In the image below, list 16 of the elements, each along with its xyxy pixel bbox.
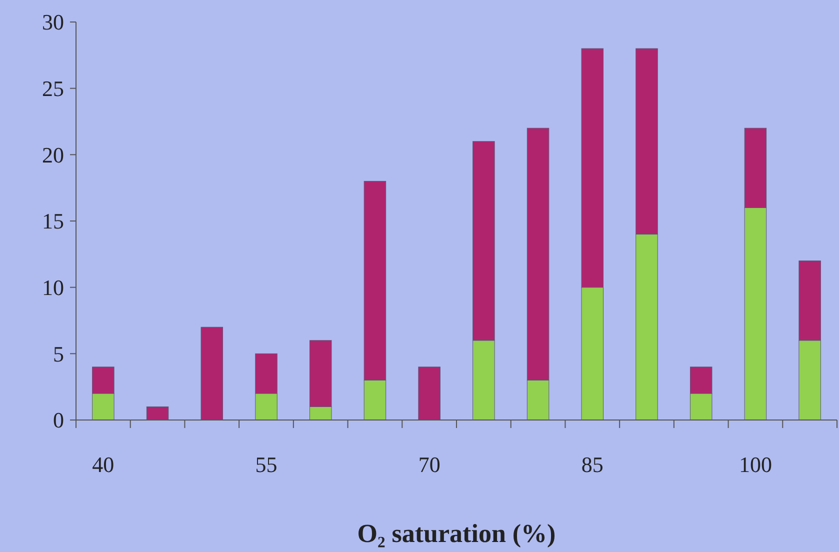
bar — [146, 406, 169, 420]
x-axis-title: O₂ saturation (%) — [357, 519, 556, 548]
y-tick-label: 30 — [42, 10, 64, 35]
x-tick-label: 70 — [418, 452, 440, 477]
y-tick-label: 5 — [53, 341, 64, 366]
bar — [200, 326, 224, 420]
x-tick-label: 85 — [581, 452, 604, 477]
x-tick-label: 55 — [255, 452, 278, 477]
x-tick-label: 40 — [92, 452, 114, 477]
x-tick-label: 100 — [738, 452, 772, 477]
bar — [418, 366, 440, 420]
y-tick-label: 15 — [42, 208, 64, 234]
y-tick-label: 0 — [53, 408, 64, 433]
y-tick-label: 10 — [42, 275, 64, 300]
y-tick-label: 25 — [42, 76, 64, 102]
y-tick-label: 20 — [42, 142, 64, 168]
